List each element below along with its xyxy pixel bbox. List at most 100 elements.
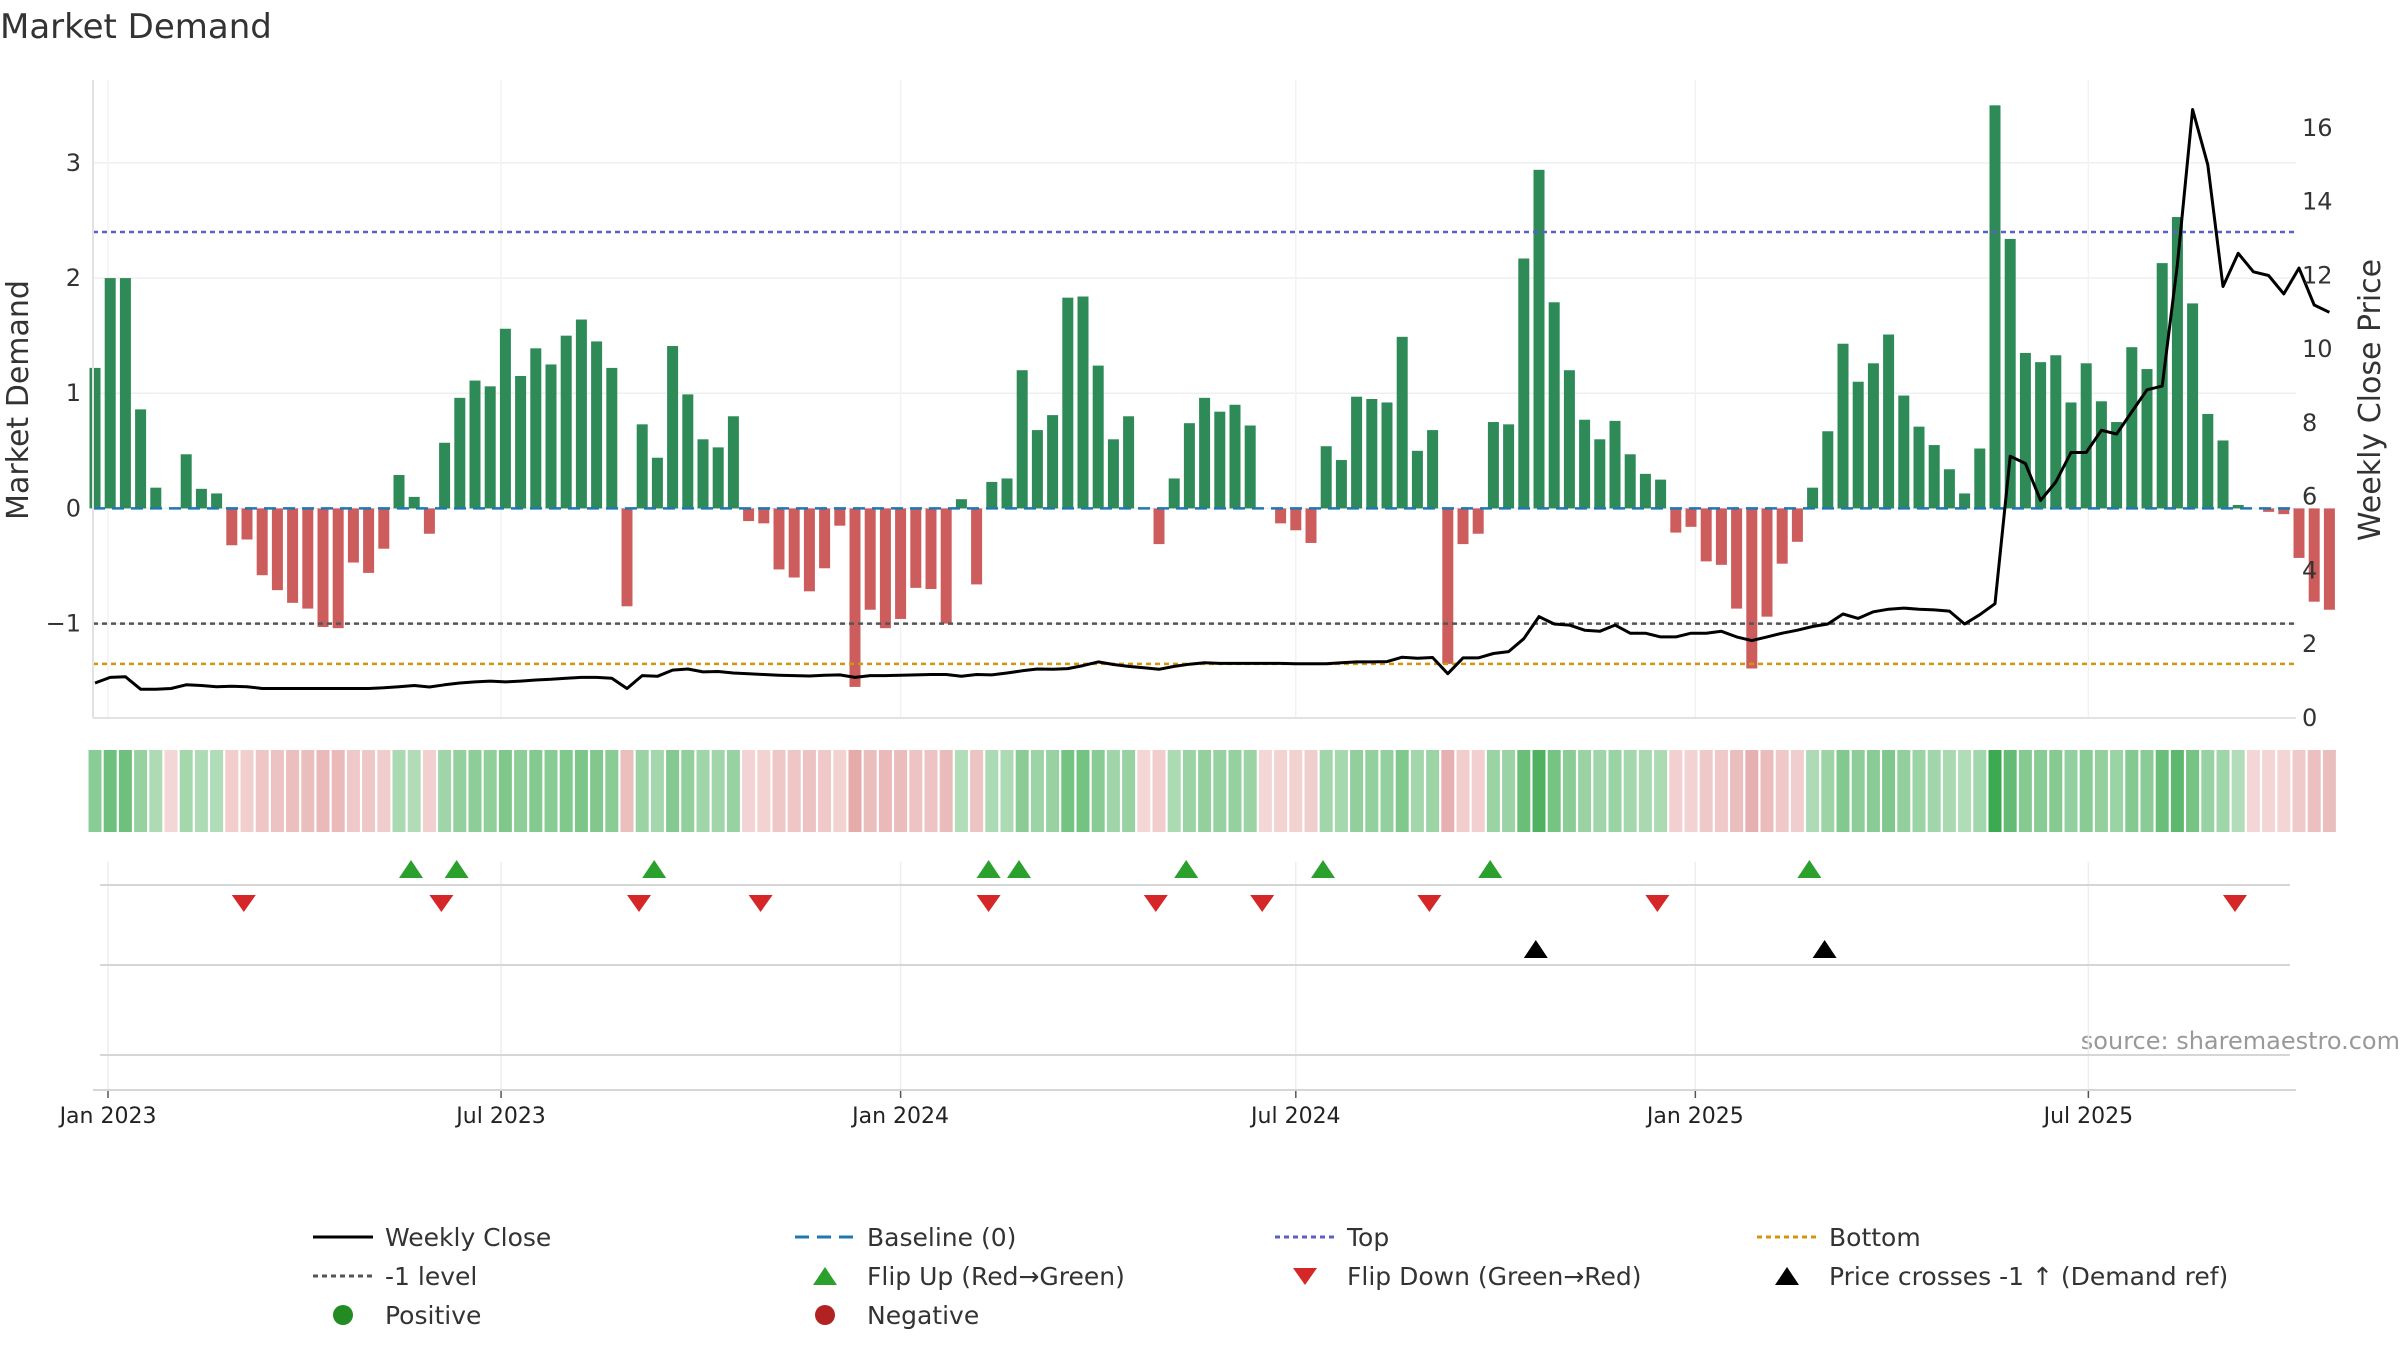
demand-bar	[1199, 397, 1211, 509]
demand-bar	[1047, 415, 1059, 509]
demand-bar	[1700, 508, 1712, 562]
heat-cell	[1152, 750, 1166, 832]
demand-bar	[439, 442, 451, 509]
demand-bar	[1791, 508, 1803, 542]
heat-cell	[498, 750, 512, 832]
demand-bar	[1898, 395, 1910, 509]
demand-bar	[1031, 430, 1043, 509]
demand-bar	[332, 508, 344, 629]
demand-bar	[1776, 508, 1788, 564]
legend-swatch	[1775, 1267, 1799, 1285]
demand-bar	[211, 493, 223, 509]
heat-cell	[1699, 750, 1713, 832]
heat-cell	[1030, 750, 1044, 832]
demand-bar	[743, 508, 755, 522]
demand-bar	[1396, 336, 1408, 509]
heat-cell	[453, 750, 467, 832]
demand-heat-strip	[88, 750, 2336, 832]
demand-bar	[408, 496, 420, 509]
heat-cell	[1471, 750, 1485, 832]
legend-item: Price crosses -1 ↑ (Demand ref)	[1775, 1262, 2228, 1291]
flip-down-marker	[2223, 895, 2247, 912]
heat-cell	[878, 750, 892, 832]
demand-bar	[803, 508, 815, 592]
demand-bar	[1715, 508, 1727, 565]
demand-bar	[1594, 439, 1606, 509]
demand-bar	[1381, 402, 1393, 509]
flip-down-marker	[429, 895, 454, 912]
heat-cell	[1897, 750, 1911, 832]
y2-tick-label: 16	[2302, 114, 2333, 142]
heat-cell	[1046, 750, 1060, 832]
demand-bar	[1290, 508, 1302, 531]
heat-cell	[1547, 750, 1561, 832]
heat-cell	[179, 750, 193, 832]
demand-bar	[864, 508, 876, 610]
heat-cell	[1684, 750, 1698, 832]
demand-bar	[2080, 363, 2092, 509]
flip-up-marker	[399, 860, 423, 878]
event-markers	[93, 860, 2296, 1091]
y2-tick-label: 14	[2302, 188, 2333, 216]
heat-cell	[2262, 750, 2276, 832]
heat-cell	[909, 750, 923, 832]
legend-item: Flip Up (Red→Green)	[813, 1262, 1125, 1291]
heat-cell	[970, 750, 984, 832]
heat-cell	[1319, 750, 1333, 832]
demand-bar	[1457, 508, 1469, 545]
demand-bar	[2111, 422, 2123, 509]
demand-bar	[1366, 399, 1378, 509]
demand-bar	[1077, 296, 1089, 509]
demand-bar	[1016, 370, 1028, 509]
heat-cell	[225, 750, 239, 832]
demand-bar	[287, 508, 299, 603]
demand-bar	[2202, 413, 2214, 509]
flip-down-marker	[1250, 895, 1275, 912]
heat-cell	[103, 750, 117, 832]
demand-bar	[1685, 508, 1697, 527]
heat-cell	[2322, 750, 2336, 832]
flip-down-marker	[748, 895, 773, 912]
demand-bar	[697, 439, 709, 509]
chart-title: Market Demand	[0, 7, 272, 47]
heat-cell	[848, 750, 862, 832]
heat-cell	[954, 750, 968, 832]
heat-cell	[240, 750, 254, 832]
demand-bar	[545, 364, 557, 509]
demand-bar	[1761, 508, 1773, 617]
legend-label: Price crosses -1 ↑ (Demand ref)	[1829, 1262, 2228, 1291]
heat-cell	[1517, 750, 1531, 832]
demand-bar	[2095, 401, 2107, 509]
legend-item: Top	[1275, 1223, 1389, 1252]
heat-cell	[1836, 750, 1850, 832]
demand-bar	[2323, 508, 2335, 610]
heat-cell	[134, 750, 148, 832]
demand-bar	[1807, 487, 1819, 509]
demand-bar	[1974, 448, 1986, 509]
demand-bar	[1320, 446, 1332, 509]
demand-bar	[1913, 426, 1925, 509]
demand-bar	[1487, 422, 1499, 509]
legend-swatch	[813, 1267, 837, 1285]
demand-bar	[1411, 450, 1423, 509]
demand-bar	[119, 278, 131, 509]
heat-cell	[1395, 750, 1409, 832]
demand-bar	[104, 278, 116, 509]
demand-bar	[1867, 363, 1879, 509]
demand-bar	[895, 508, 907, 619]
demand-bar	[363, 508, 375, 573]
heat-cell	[286, 750, 300, 832]
x-tick-label: Jan 2024	[850, 1104, 949, 1129]
heat-cell	[2246, 750, 2260, 832]
demand-bar	[2308, 508, 2320, 602]
demand-bar	[1229, 404, 1241, 509]
demand-bar	[1579, 419, 1591, 509]
heat-cell	[985, 750, 999, 832]
heat-cell	[1988, 750, 2002, 832]
demand-bar	[2050, 355, 2062, 509]
flip-up-marker	[976, 860, 1001, 878]
heat-cell	[1973, 750, 1987, 832]
heat-cell	[1334, 750, 1348, 832]
heat-cell	[1486, 750, 1500, 832]
demand-bar	[773, 508, 785, 570]
